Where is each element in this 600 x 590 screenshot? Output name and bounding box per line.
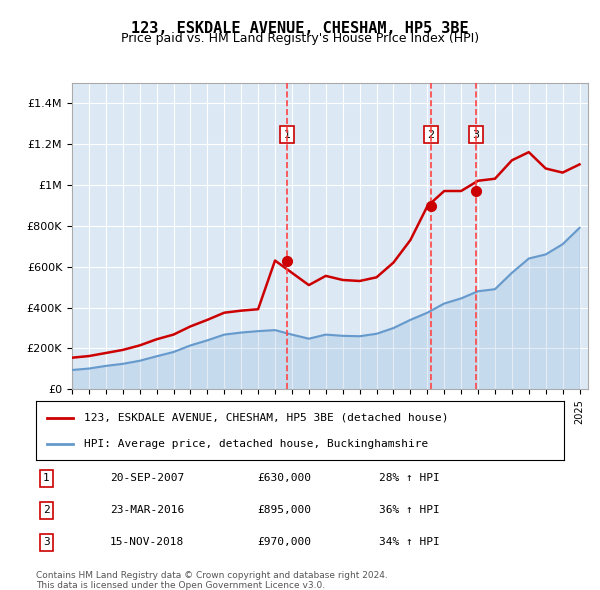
Text: 36% ↑ HPI: 36% ↑ HPI bbox=[379, 506, 440, 515]
Text: 20-SEP-2007: 20-SEP-2007 bbox=[110, 473, 184, 483]
Text: 1: 1 bbox=[43, 473, 50, 483]
Text: £895,000: £895,000 bbox=[258, 506, 312, 515]
Text: 123, ESKDALE AVENUE, CHESHAM, HP5 3BE (detached house): 123, ESKDALE AVENUE, CHESHAM, HP5 3BE (d… bbox=[83, 413, 448, 422]
Text: 2: 2 bbox=[43, 506, 50, 515]
Text: This data is licensed under the Open Government Licence v3.0.: This data is licensed under the Open Gov… bbox=[36, 581, 325, 589]
Text: 2: 2 bbox=[428, 130, 435, 140]
Text: 3: 3 bbox=[43, 537, 50, 548]
Text: 34% ↑ HPI: 34% ↑ HPI bbox=[379, 537, 440, 548]
Text: 28% ↑ HPI: 28% ↑ HPI bbox=[379, 473, 440, 483]
Text: £970,000: £970,000 bbox=[258, 537, 312, 548]
Text: Contains HM Land Registry data © Crown copyright and database right 2024.: Contains HM Land Registry data © Crown c… bbox=[36, 571, 388, 580]
Text: 23-MAR-2016: 23-MAR-2016 bbox=[110, 506, 184, 515]
Text: £630,000: £630,000 bbox=[258, 473, 312, 483]
Text: 1: 1 bbox=[284, 130, 290, 140]
Text: 123, ESKDALE AVENUE, CHESHAM, HP5 3BE: 123, ESKDALE AVENUE, CHESHAM, HP5 3BE bbox=[131, 21, 469, 35]
Text: 3: 3 bbox=[473, 130, 479, 140]
Text: HPI: Average price, detached house, Buckinghamshire: HPI: Average price, detached house, Buck… bbox=[83, 439, 428, 448]
Text: Price paid vs. HM Land Registry's House Price Index (HPI): Price paid vs. HM Land Registry's House … bbox=[121, 32, 479, 45]
Text: 15-NOV-2018: 15-NOV-2018 bbox=[110, 537, 184, 548]
